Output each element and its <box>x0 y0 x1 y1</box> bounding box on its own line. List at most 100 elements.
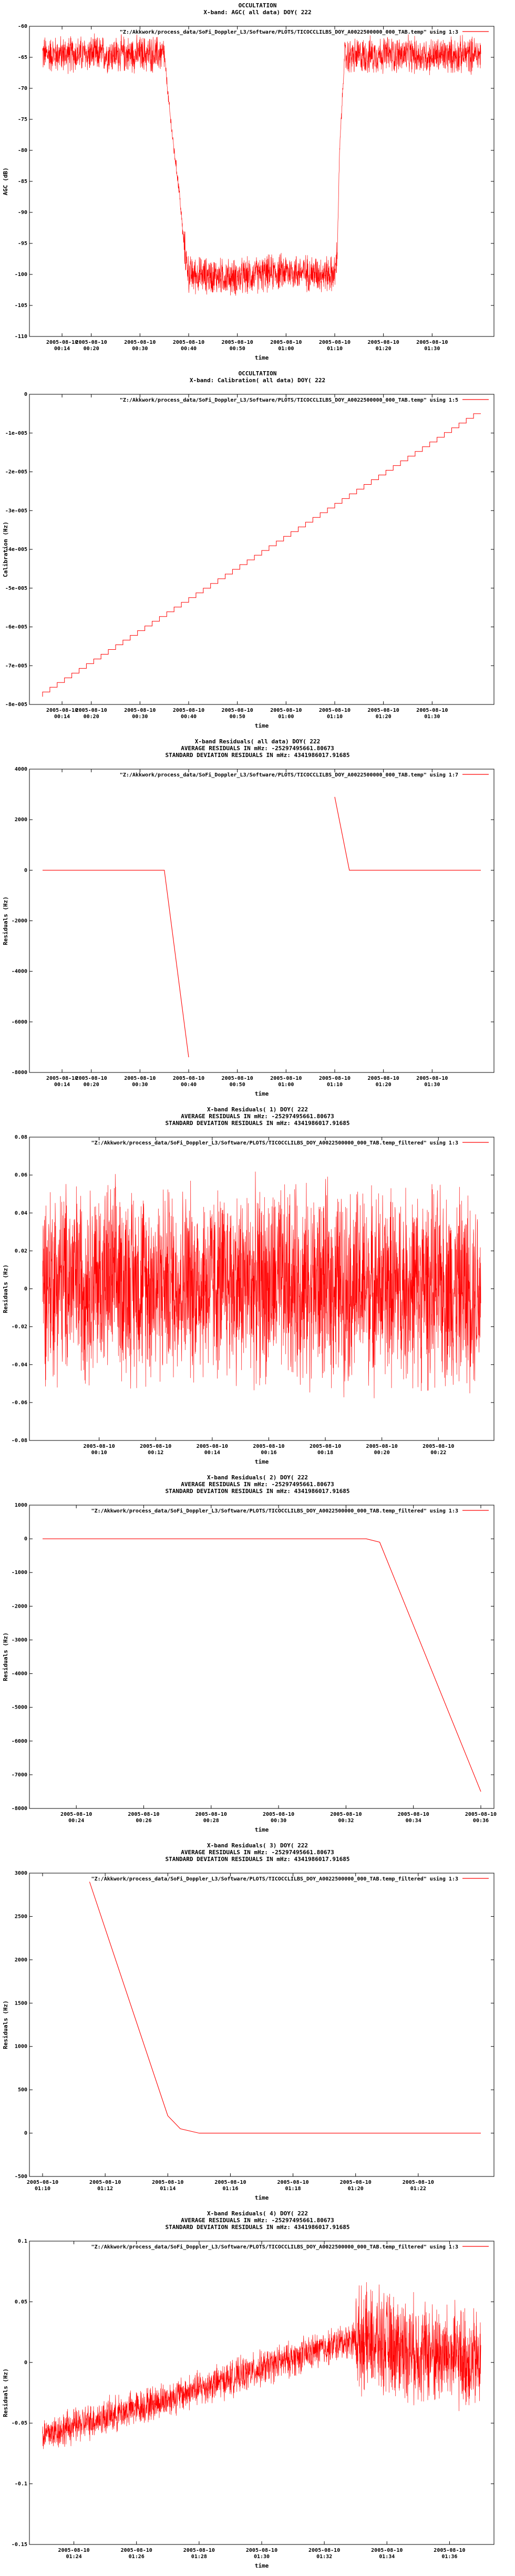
chart-1-ytick-label: -90 <box>18 210 27 216</box>
chart-3-title-1: X-band Residuals( all data) DOY( 222 <box>195 738 320 745</box>
chart-6-xtick-date: 2005-08-10 <box>27 2180 58 2185</box>
chart-3-ytick-label: 2000 <box>15 817 27 823</box>
chart-1-ytick-label: -85 <box>18 179 27 185</box>
chart-3-xtick-time: 00:30 <box>132 1082 148 1088</box>
chart-1-xtick-time: 00:14 <box>54 346 70 352</box>
chart-7-xtick-time: 01:28 <box>191 2554 207 2560</box>
chart-6-series-1-line <box>89 1882 481 2134</box>
chart-5-series-1-line <box>43 1538 481 1792</box>
chart-4-xtick-time: 00:16 <box>261 1450 276 1456</box>
chart-5-xtick-time: 00:36 <box>473 1818 489 1824</box>
chart-2-xtick-date: 2005-08-10 <box>124 708 156 713</box>
chart-2-xtick-date: 2005-08-10 <box>319 708 351 713</box>
chart-4-legend-text: "Z:/Akkwork/process_data/SoFi_Doppler_L3… <box>91 1140 458 1146</box>
chart-1-legend-text: "Z:/Akkwork/process_data/SoFi_Doppler_L3… <box>120 29 458 35</box>
chart-6-ytick-label: -500 <box>15 2174 27 2180</box>
chart-6-ytick-label: 1500 <box>15 2000 27 2006</box>
chart-1-xtick-date: 2005-08-10 <box>222 340 253 345</box>
chart-1-ytick-label: -110 <box>15 334 27 340</box>
chart-7-ytick-label: -0.1 <box>15 2481 27 2487</box>
chart-7-title-1: X-band Residuals( 4) DOY( 222 <box>207 2210 308 2217</box>
chart-6-ytick-label: 2500 <box>15 1914 27 1919</box>
chart-5-ytick-label: -5000 <box>12 1705 27 1711</box>
chart-2-ytick-label: 0 <box>24 392 27 397</box>
chart-4-ytick-label: 0.06 <box>15 1172 27 1178</box>
chart-5-xlabel: time <box>255 1826 269 1833</box>
chart-7-xtick-time: 01:26 <box>129 2554 145 2560</box>
chart-4-xtick-date: 2005-08-10 <box>310 1444 341 1449</box>
chart-7-series-1-line <box>42 2282 481 2449</box>
chart-6-xlabel: time <box>255 2194 269 2201</box>
chart-5-xtick-time: 00:32 <box>338 1818 354 1824</box>
chart-1-xtick-time: 00:40 <box>181 346 197 352</box>
chart-3-xtick-date: 2005-08-10 <box>173 1076 204 1081</box>
chart-5-title-1: X-band Residuals( 2) DOY( 222 <box>207 1474 308 1481</box>
chart-6-xtick-time: 01:16 <box>222 2186 238 2192</box>
chart-5-xtick-date: 2005-08-10 <box>60 1812 92 1817</box>
chart-5-ytick-label: -7000 <box>12 1772 27 1778</box>
chart-7-xtick-date: 2005-08-10 <box>371 2548 403 2553</box>
chart-2-ytick-label: -5e-005 <box>5 586 27 591</box>
chart-5-xtick-date: 2005-08-10 <box>398 1812 429 1817</box>
chart-5-title-3: STANDARD DEVIATION RESIDUALS IN mHz: 434… <box>166 1488 350 1495</box>
chart-4-ytick-label: -0.06 <box>12 1400 27 1406</box>
chart-3-xtick-date: 2005-08-10 <box>416 1076 448 1081</box>
chart-7-xtick-time: 01:34 <box>379 2554 395 2560</box>
chart-4-xtick-time: 00:18 <box>317 1450 333 1456</box>
chart-3-series-2-line <box>334 796 481 871</box>
chart-5-frame <box>29 1505 495 1809</box>
chart-3-ytick-label: 0 <box>24 867 27 873</box>
chart-2-xtick-time: 00:14 <box>54 714 70 720</box>
chart-1-xlabel: time <box>255 354 269 361</box>
chart-6-frame <box>29 1873 495 2177</box>
chart-7-xlabel: time <box>255 2562 269 2569</box>
chart-5-ylabel: Residuals (Hz) <box>2 1632 9 1681</box>
chart-3-ytick-label: -2000 <box>12 918 27 924</box>
chart-5-xtick-date: 2005-08-10 <box>128 1812 159 1817</box>
chart-4-ylabel: Residuals (Hz) <box>2 1264 9 1313</box>
chart-4-title-1: X-band Residuals( 1) DOY( 222 <box>207 1106 308 1113</box>
chart-2-ytick-label: -3e-005 <box>5 508 27 514</box>
chart-4-xtick-time: 00:20 <box>374 1450 390 1456</box>
chart-2-ytick-label: -4e-005 <box>5 547 27 553</box>
chart-5-xtick-date: 2005-08-10 <box>330 1812 362 1817</box>
chart-3-xtick-time: 00:14 <box>54 1082 70 1088</box>
chart-3-xtick-date: 2005-08-10 <box>270 1076 302 1081</box>
chart-3-xtick-date: 2005-08-10 <box>46 1076 78 1081</box>
chart-5-xtick-date: 2005-08-10 <box>465 1812 497 1817</box>
chart-2-ytick-label: -6e-005 <box>5 625 27 630</box>
chart-3-xtick-time: 01:00 <box>278 1082 294 1088</box>
chart-3-xtick-time: 00:40 <box>181 1082 197 1088</box>
chart-5-xtick-date: 2005-08-10 <box>263 1812 294 1817</box>
chart-7-xtick-time: 01:32 <box>316 2554 332 2560</box>
chart-1-xtick-date: 2005-08-10 <box>368 340 399 345</box>
chart-6-title-1: X-band Residuals( 3) DOY( 222 <box>207 1842 308 1849</box>
chart-1-xtick-date: 2005-08-10 <box>124 340 156 345</box>
chart-4-title-2: AVERAGE RESIDUALS IN mHz: -25297495661.8… <box>181 1113 334 1120</box>
chart-5-legend-text: "Z:/Akkwork/process_data/SoFi_Doppler_L3… <box>91 1508 458 1514</box>
chart-3-series-1-line <box>43 870 189 1058</box>
chart-6-xtick-time: 01:10 <box>35 2186 50 2192</box>
chart-1-frame <box>29 26 495 337</box>
chart-1-xtick-date: 2005-08-10 <box>416 340 448 345</box>
chart-2-series-1-line <box>42 413 481 697</box>
chart-1-xtick-time: 00:50 <box>230 346 245 352</box>
chart-2-xtick-time: 01:30 <box>424 714 440 720</box>
chart-6-title-3: STANDARD DEVIATION RESIDUALS IN mHz: 434… <box>166 1856 350 1863</box>
chart-1-ytick-label: -95 <box>18 241 27 247</box>
chart-2-frame <box>29 394 495 705</box>
chart-4-xtick-time: 00:12 <box>148 1450 163 1456</box>
chart-3-xtick-time: 01:20 <box>376 1082 392 1088</box>
chart-6-xtick-date: 2005-08-10 <box>214 2180 246 2185</box>
chart-3-title-2: AVERAGE RESIDUALS IN mHz: -25297495661.8… <box>181 745 334 752</box>
chart-4-xtick-date: 2005-08-10 <box>366 1444 398 1449</box>
chart-6-xtick-date: 2005-08-10 <box>340 2180 372 2185</box>
chart-1-series-1-line <box>42 33 481 296</box>
chart-3-frame <box>29 769 495 1073</box>
chart-6-title-2: AVERAGE RESIDUALS IN mHz: -25297495661.8… <box>181 1849 334 1856</box>
chart-7-ytick-label: 0.05 <box>15 2299 27 2305</box>
chart-1-title-1: OCCULTATION <box>239 2 277 9</box>
